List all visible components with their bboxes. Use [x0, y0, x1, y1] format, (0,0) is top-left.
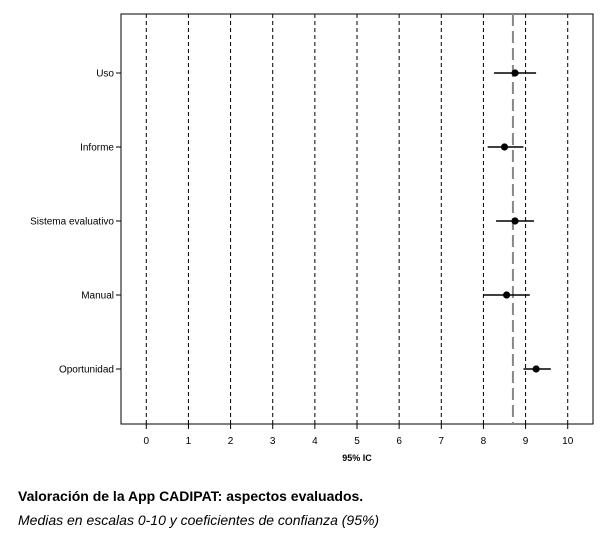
y-axis-ticks: Uso Informe Sistema evaluativo Manual Oportu… [30, 69, 121, 376]
x-tick-label-7: 7 [439, 436, 445, 447]
x-tick-label-10: 10 [562, 436, 574, 447]
y-tick-label-0: Uso [96, 69, 114, 80]
x-tick-label-2: 2 [228, 436, 234, 447]
x-axis-ticks: 0 1 2 3 4 5 6 7 8 9 10 [144, 424, 574, 447]
y-tick-label-4: Oportunidad [59, 365, 114, 376]
mean-point-0 [511, 69, 519, 77]
x-tick-label-3: 3 [270, 436, 276, 447]
x-tick-label-8: 8 [481, 436, 487, 447]
mean-point-2 [511, 217, 519, 225]
mean-point-1 [500, 143, 509, 151]
x-tick-label-9: 9 [523, 436, 529, 447]
y-tick-label-3: Manual [81, 291, 114, 302]
x-tick-label-0: 0 [144, 436, 150, 447]
y-tick-label-2: Sistema evaluativo [30, 217, 114, 228]
caption-title: Valoración de la App CADIPAT: aspectos e… [18, 488, 364, 504]
grid-lines [145, 14, 569, 424]
caption-subtitle: Medias en escalas 0-10 y coeficientes de… [18, 512, 380, 528]
y-tick-label-1: Informe [80, 143, 114, 154]
forest-plot: 0 1 2 3 4 5 6 7 8 9 10 Uso Informe Sistema evaluativ… [30, 13, 594, 463]
mean-point-4 [532, 365, 540, 373]
ci-marks [483, 69, 551, 373]
x-tick-label-5: 5 [354, 436, 360, 447]
x-tick-label-1: 1 [186, 436, 192, 447]
x-tick-label-6: 6 [396, 436, 402, 447]
x-axis-label: 95% IC [342, 453, 372, 463]
x-tick-label-4: 4 [312, 436, 318, 447]
mean-point-3 [503, 291, 511, 299]
